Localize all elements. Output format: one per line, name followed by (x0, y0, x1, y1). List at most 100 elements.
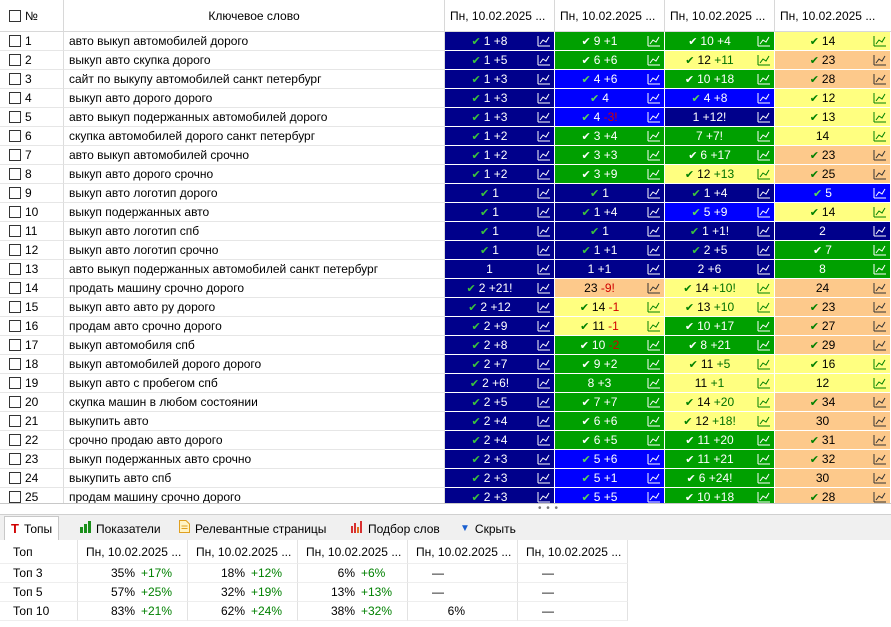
row-checkbox[interactable] (9, 243, 21, 256)
position-cell[interactable]: ✔ 1 (555, 222, 665, 241)
row-checkbox[interactable] (9, 129, 21, 142)
table-row[interactable]: 8 выкуп авто дорого срочно ✔ 1 +2 ✔ 3 +9 ✔ 12 +… (0, 165, 891, 184)
keyword-cell[interactable]: скупка машин в любом состоянии (64, 393, 445, 412)
table-row[interactable]: 10 выкуп подержанных авто ✔ 1 ✔ 1 +4 ✔ 5 +9 ✔ 14 (0, 203, 891, 222)
row-number-cell[interactable]: 2 (0, 51, 64, 70)
position-cell[interactable]: ✔ 6 +5 (555, 431, 665, 450)
row-checkbox[interactable] (9, 186, 21, 199)
position-cell[interactable]: ✔ 10 -2 (555, 336, 665, 355)
keyword-cell[interactable]: выкуп подержанных авто (64, 203, 445, 222)
position-cell[interactable]: ✔ 1 (445, 222, 555, 241)
position-cell[interactable]: ✔ 1 +3 (445, 108, 555, 127)
position-cell[interactable]: ✔ 12 (775, 89, 891, 108)
position-cell[interactable]: 11 +1 (665, 374, 775, 393)
keyword-cell[interactable]: авто выкуп подержанных автомобилей дорог… (64, 108, 445, 127)
row-number-cell[interactable]: 19 (0, 374, 64, 393)
position-cell[interactable]: ✔ 16 (775, 355, 891, 374)
position-cell[interactable]: ✔ 6 +24! (665, 469, 775, 488)
position-cell[interactable]: ✔ 2 +3 (445, 488, 555, 503)
position-cell[interactable]: ✔ 2 +4 (445, 431, 555, 450)
table-row[interactable]: 1 авто выкуп автомобилей дорого ✔ 1 +8 ✔ 9 +1… (0, 32, 891, 51)
select-all-column-header[interactable]: № (0, 0, 64, 32)
row-checkbox[interactable] (9, 34, 21, 47)
position-cell[interactable]: ✔ 29 (775, 336, 891, 355)
position-cell[interactable]: ✔ 3 +3 (555, 146, 665, 165)
position-cell[interactable]: 8 +3 (555, 374, 665, 393)
position-cell[interactable]: ✔ 10 +18 (665, 70, 775, 89)
row-number-cell[interactable]: 11 (0, 222, 64, 241)
position-cell[interactable]: ✔ 13 (775, 108, 891, 127)
position-cell[interactable]: ✔ 31 (775, 431, 891, 450)
position-cell[interactable]: ✔ 5 +5 (555, 488, 665, 503)
position-cell[interactable]: ✔ 23 (775, 146, 891, 165)
row-number-cell[interactable]: 24 (0, 469, 64, 488)
row-number-cell[interactable]: 18 (0, 355, 64, 374)
position-cell[interactable]: ✔ 25 (775, 165, 891, 184)
row-number-cell[interactable]: 16 (0, 317, 64, 336)
position-cell[interactable]: ✔ 1 +2 (445, 146, 555, 165)
position-cell[interactable]: ✔ 1 +1 (555, 241, 665, 260)
position-cell[interactable]: 1 (445, 260, 555, 279)
row-checkbox[interactable] (9, 300, 21, 313)
position-cell[interactable]: ✔ 7 (775, 241, 891, 260)
row-checkbox[interactable] (9, 224, 21, 237)
position-cell[interactable]: ✔ 5 (775, 184, 891, 203)
position-cell[interactable]: ✔ 14 (775, 32, 891, 51)
row-number-cell[interactable]: 7 (0, 146, 64, 165)
row-number-cell[interactable]: 4 (0, 89, 64, 108)
position-cell[interactable]: ✔ 2 +6! (445, 374, 555, 393)
position-cell[interactable]: ✔ 1 +2 (445, 127, 555, 146)
keyword-cell[interactable]: выкуп авто логотип спб (64, 222, 445, 241)
row-number-cell[interactable]: 3 (0, 70, 64, 89)
position-cell[interactable]: ✔ 6 +6 (555, 51, 665, 70)
position-cell[interactable]: 30 (775, 469, 891, 488)
position-cell[interactable]: 14 (775, 127, 891, 146)
position-cell[interactable]: ✔ 8 +21 (665, 336, 775, 355)
position-cell[interactable]: ✔ 5 +1 (555, 469, 665, 488)
row-number-cell[interactable]: 10 (0, 203, 64, 222)
date-column-header-2[interactable]: Пн, 10.02.2025 ... (555, 0, 665, 32)
position-cell[interactable]: ✔ 1 (555, 184, 665, 203)
keyword-cell[interactable]: выкуп авто дорого срочно (64, 165, 445, 184)
position-cell[interactable]: ✔ 1 +2 (445, 165, 555, 184)
position-cell[interactable]: ✔ 6 +6 (555, 412, 665, 431)
position-cell[interactable]: ✔ 34 (775, 393, 891, 412)
position-cell[interactable]: ✔ 4 +8 (665, 89, 775, 108)
row-checkbox[interactable] (9, 262, 21, 275)
keyword-cell[interactable]: продать машину срочно дорого (64, 279, 445, 298)
table-row[interactable]: 23 выкуп подержанных авто срочно ✔ 2 +3 ✔ 5 +… (0, 450, 891, 469)
hide-panel-button[interactable]: ▼ Скрыть (454, 518, 522, 540)
position-cell[interactable]: ✔ 4 -3! (555, 108, 665, 127)
keyword-cell[interactable]: выкуп авто авто ру дорого (64, 298, 445, 317)
row-number-cell[interactable]: 5 (0, 108, 64, 127)
table-row[interactable]: 12 выкуп авто логотип срочно ✔ 1 ✔ 1 +1 ✔ 2 +5 ✔… (0, 241, 891, 260)
position-cell[interactable]: ✔ 28 (775, 70, 891, 89)
stats-date-header[interactable]: Пн, 10.02.2025 ... (408, 540, 518, 564)
position-cell[interactable]: ✔ 2 +3 (445, 450, 555, 469)
position-cell[interactable]: ✔ 1 +3 (445, 70, 555, 89)
position-cell[interactable]: ✔ 3 +4 (555, 127, 665, 146)
row-checkbox[interactable] (9, 91, 21, 104)
keyword-cell[interactable]: выкуп автомобилей дорого дорого (64, 355, 445, 374)
position-cell[interactable]: 1 +12! (665, 108, 775, 127)
position-cell[interactable]: ✔ 3 +9 (555, 165, 665, 184)
row-checkbox[interactable] (9, 395, 21, 408)
keyword-cell[interactable]: скупка автомобилей дорого санкт петербур… (64, 127, 445, 146)
position-cell[interactable]: ✔ 5 +9 (665, 203, 775, 222)
position-cell[interactable]: ✔ 2 +5 (445, 393, 555, 412)
row-number-cell[interactable]: 14 (0, 279, 64, 298)
keyword-cell[interactable]: выкуп подержанных авто срочно (64, 450, 445, 469)
position-cell[interactable]: ✔ 27 (775, 317, 891, 336)
position-cell[interactable]: ✔ 2 +3 (445, 469, 555, 488)
position-cell[interactable]: 30 (775, 412, 891, 431)
table-row[interactable]: 25 продам машину срочно дорого ✔ 2 +3 ✔ 5 +5 ✔… (0, 488, 891, 503)
position-cell[interactable]: ✔ 13 +10 (665, 298, 775, 317)
position-cell[interactable]: ✔ 9 +1 (555, 32, 665, 51)
position-cell[interactable]: ✔ 32 (775, 450, 891, 469)
keyword-column-header[interactable]: Ключевое слово (64, 0, 445, 32)
position-cell[interactable]: ✔ 5 +6 (555, 450, 665, 469)
row-checkbox[interactable] (9, 471, 21, 484)
keyword-cell[interactable]: выкуп авто дорого дорого (64, 89, 445, 108)
row-number-cell[interactable]: 1 (0, 32, 64, 51)
position-cell[interactable]: ✔ 11 -1 (555, 317, 665, 336)
